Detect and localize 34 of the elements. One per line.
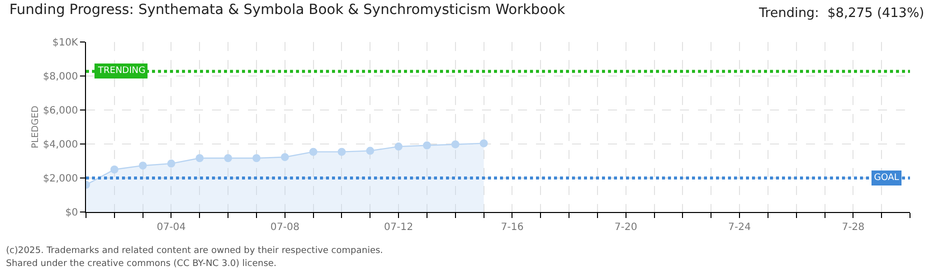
point (167, 160, 176, 168)
point (280, 153, 289, 162)
point (338, 148, 346, 156)
text: Trending: $8,275 (413%) (758, 6, 924, 21)
point (451, 140, 460, 148)
ref-line-label: TRENDING (97, 66, 146, 76)
text: Shared under the creative commons (CC BY-NC 3.0) license. (6, 259, 277, 269)
chart-title: Funding Progress: Synthemata & Symbola Book & Synchromysticism Workbook (9, 2, 566, 18)
y-tick-label: $2,000 (43, 174, 78, 184)
point (252, 154, 260, 162)
y-tick-label: $8,000 (43, 72, 78, 82)
y-tick-label: $0 (65, 208, 78, 218)
point (224, 154, 232, 162)
point (309, 148, 318, 156)
x-tick-label: 7-16 (500, 222, 524, 233)
point (110, 166, 118, 174)
x-tick-label: 7-24 (728, 222, 751, 233)
x-tick-label: 7-20 (614, 222, 638, 233)
point (394, 142, 403, 151)
point (196, 154, 204, 162)
y-tick-label: $10K (52, 38, 78, 48)
y-axis-title: PLEDGED (31, 106, 41, 148)
ref-line-label: GOAL (874, 173, 900, 183)
x-tick-label: 7-28 (842, 222, 865, 233)
y-tick-label: $4,000 (43, 140, 78, 150)
x-tick-label: 07-08 (270, 222, 300, 233)
point (138, 162, 147, 170)
x-tick-label: 07-04 (156, 222, 186, 233)
x-tick-label: 07-12 (384, 222, 414, 233)
point (366, 146, 374, 155)
y-tick-label: $6,000 (43, 106, 78, 116)
point (480, 139, 488, 148)
text: (c)2025. Trademarks and related content are owned by their respective companies. (6, 246, 384, 256)
point (422, 141, 431, 150)
